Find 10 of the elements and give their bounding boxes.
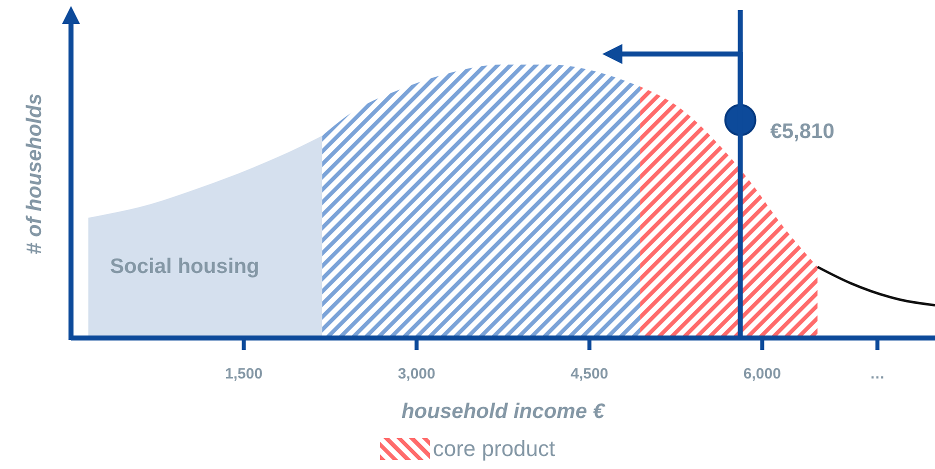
legend-label: core product	[432, 436, 556, 462]
x-tick-label: 3,000	[398, 366, 436, 383]
x-tick-label: 4,500	[570, 366, 608, 383]
x-tick-label: 1,500	[225, 366, 263, 383]
y-axis-title: # of households	[23, 93, 46, 255]
x-tick-label: 6,000	[743, 366, 781, 383]
annotation: Social housing	[110, 255, 260, 279]
x-tick-label: …	[870, 366, 885, 383]
ref-line-label: €5,810	[770, 120, 834, 143]
x-axis-title: household income €	[401, 400, 606, 423]
